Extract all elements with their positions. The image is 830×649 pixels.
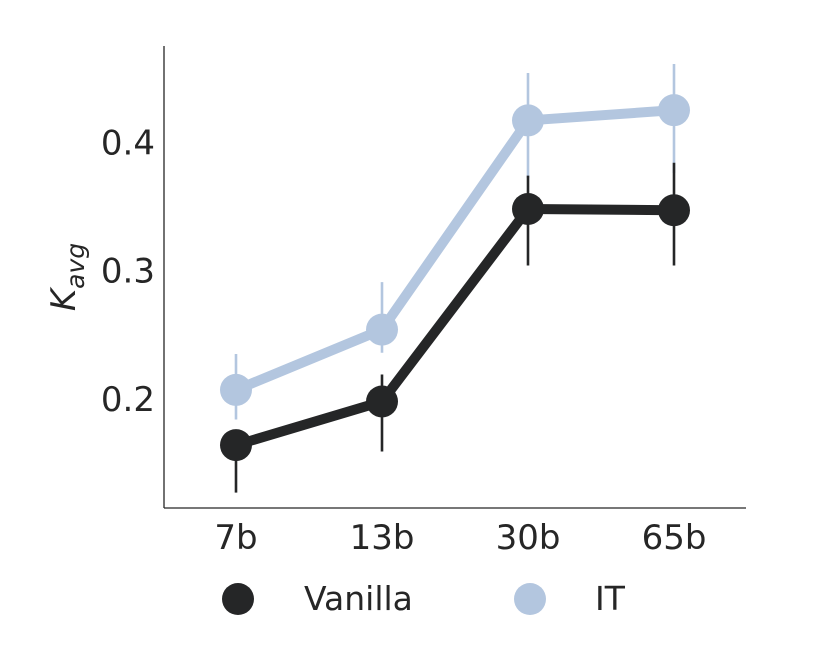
data-point <box>220 373 252 406</box>
data-point <box>512 192 544 225</box>
data-point <box>220 429 252 462</box>
y-axis-label: Kavg <box>44 243 90 311</box>
data-point <box>658 94 690 127</box>
series-vanilla <box>220 162 690 493</box>
y-tick-label: 0.2 <box>101 380 155 420</box>
data-point <box>512 104 544 137</box>
x-tick-label: 65b <box>642 518 707 558</box>
x-tick-label: 13b <box>350 518 415 558</box>
legend: Vanilla IT <box>222 579 626 618</box>
y-tick-label: 0.4 <box>101 123 155 163</box>
series-layer <box>220 63 690 493</box>
data-point <box>658 194 690 227</box>
plot-area <box>163 46 746 509</box>
data-point <box>366 385 398 418</box>
y-axis-label-main: K <box>44 286 84 311</box>
series-it <box>220 63 690 420</box>
legend-label-vanilla: Vanilla <box>304 579 413 618</box>
legend-marker-it <box>514 583 546 615</box>
y-tick-label: 0.3 <box>101 252 155 292</box>
series-line <box>231 203 679 451</box>
y-axis-label-sub: avg <box>61 243 90 289</box>
series-line <box>231 105 679 395</box>
x-tick-label: 30b <box>496 518 561 558</box>
x-tick-labels: 7b 13b 30b 65b <box>214 518 706 558</box>
legend-marker-vanilla <box>222 583 254 615</box>
legend-label-it: IT <box>595 579 626 618</box>
y-tick-labels: 0.2 0.3 0.4 <box>101 123 155 420</box>
x-tick-label: 7b <box>214 518 257 558</box>
data-point <box>366 313 398 346</box>
